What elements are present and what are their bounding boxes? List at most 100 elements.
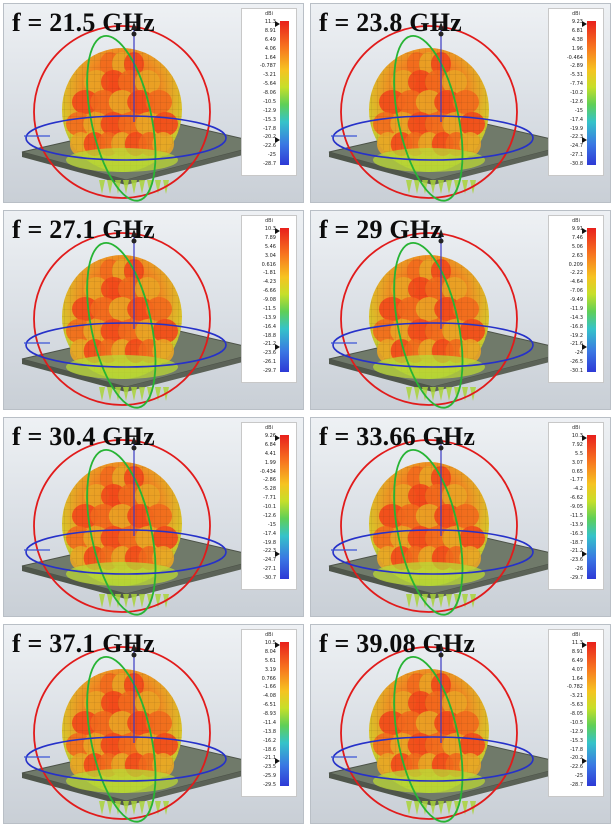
colorbar-tick-label: -12.9	[263, 107, 276, 114]
colorbar-tick-label: -20.2	[570, 755, 583, 762]
colorbar-tick-label: 4.06	[264, 45, 276, 52]
colorbar-tick-label: -24.7	[570, 143, 583, 150]
colorbar-tick-label: -10.1	[263, 504, 276, 510]
colorbar-marker-icon	[582, 642, 587, 648]
phi-rotation-circle	[33, 646, 211, 820]
colorbar-tick-label: -23.6	[570, 557, 583, 564]
colorbar-tick-label: -25.9	[263, 773, 276, 780]
colorbar-tick-label: 0.65	[571, 468, 583, 475]
theta-rotation-circle	[86, 241, 157, 409]
colorbar-tick-label: -20.2	[263, 134, 276, 141]
azimuth-circle	[332, 736, 534, 782]
colorbar-tick-label: -13.9	[263, 314, 276, 321]
colorbar-marker-icon	[275, 137, 280, 143]
gain-colorbar: dBi 10.3 7.92 5.5 3.07 0.65 -1.77 -4.2 -6.62 -9.0…	[548, 422, 604, 590]
colorbar-tick-label: -11.5	[570, 512, 583, 519]
colorbar-gradient	[280, 435, 289, 579]
colorbar-tick-label: -29.5	[263, 782, 276, 788]
colorbar-marker-icon	[275, 551, 280, 557]
gain-colorbar: dBi 9.23 6.81 4.38 1.96 -0.464 -2.89 -5.31 -7.74…	[548, 8, 604, 176]
colorbar-tick-label: -17.8	[570, 746, 583, 753]
colorbar-marker-icon	[275, 642, 280, 648]
colorbar-tick-label: -5.64	[263, 81, 276, 88]
colorbar-unit: dBi	[572, 425, 580, 431]
phi-rotation-circle	[340, 646, 518, 820]
colorbar-unit: dBi	[265, 425, 273, 431]
colorbar-tick-label: 3.19	[264, 666, 276, 673]
colorbar-tick-label: -2.89	[570, 63, 583, 70]
colorbar-tick-label: -9.05	[570, 504, 583, 510]
colorbar-tick-label: -21.1	[263, 755, 276, 762]
colorbar-gradient	[587, 21, 596, 165]
colorbar-tick-label: -19.9	[570, 125, 583, 132]
theta-rotation-circle	[393, 34, 464, 202]
phi-rotation-circle	[340, 232, 518, 406]
radiation-pattern-plot	[328, 229, 574, 409]
colorbar-tick-label: 6.84	[264, 441, 276, 448]
colorbar-tick-label: 1.96	[571, 45, 583, 52]
colorbar-gradient	[587, 228, 596, 372]
colorbar-tick-label: -14.3	[570, 314, 583, 321]
colorbar-tick-label: -21.6	[570, 341, 583, 348]
colorbar-tick-label: -4.08	[263, 693, 276, 700]
gain-colorbar: dBi 9.26 6.84 4.41 1.99 -0.434 -2.86 -5.28 -7.71…	[241, 422, 297, 590]
colorbar-marker-icon	[275, 344, 280, 350]
colorbar-tick-label: -29.7	[570, 575, 583, 581]
colorbar-tick-label: -16.2	[263, 737, 276, 744]
colorbar-tick-label: 4.07	[571, 666, 583, 673]
radiation-pattern-plot	[21, 22, 267, 202]
colorbar-tick-label: -8.05	[570, 711, 583, 717]
gain-colorbar: dBi 11.3 8.91 6.49 4.06 1.64 -0.787 -3.21 -5.64 -…	[241, 8, 297, 176]
pattern-panel: f = 33.66 GHz dBi 10.3 7.92 5.5 3.07 0.65 -1.77…	[310, 417, 611, 617]
colorbar-tick-label: -17.4	[263, 530, 276, 537]
pattern-panel: f = 27.1 GHz dBi 10.3 7.89 5.46 3.04 0.616 -1.8…	[3, 210, 304, 410]
colorbar-unit: dBi	[265, 11, 273, 17]
colorbar-tick-label: 0.766	[261, 675, 276, 682]
colorbar-unit: dBi	[265, 218, 273, 224]
colorbar-tick-label: 4.38	[571, 36, 583, 43]
colorbar-tick-label: -15	[267, 521, 276, 528]
phi-rotation-circle	[33, 232, 211, 406]
theta-rotation-circle	[393, 655, 464, 823]
colorbar-unit: dBi	[265, 632, 273, 638]
colorbar-tick-label: -22.6	[263, 143, 276, 150]
gain-colorbar: dBi 10.5 8.04 5.61 3.19 0.766 -1.66 -4.08 -6.51 -…	[241, 629, 297, 797]
colorbar-marker-icon	[275, 758, 280, 764]
colorbar-tick-label: -30.1	[570, 368, 583, 374]
colorbar-tick-label: 2.63	[571, 252, 583, 259]
colorbar-tick-label: -17.8	[263, 125, 276, 132]
colorbar-marker-icon	[582, 21, 587, 27]
frequency-label: f = 23.8 GHz	[319, 8, 462, 37]
colorbar-tick-label: -4.23	[263, 279, 276, 286]
colorbar-ticks: 11.3 8.91 6.49 4.07 1.64 -0.782 -3.21 -5.63 -8.0…	[550, 640, 583, 788]
colorbar-marker-icon	[582, 551, 587, 557]
colorbar-gradient	[587, 435, 596, 579]
colorbar-tick-label: -4.64	[570, 279, 583, 286]
colorbar-tick-label: -22.3	[570, 134, 583, 141]
colorbar-tick-label: -13.9	[570, 521, 583, 528]
colorbar-tick-label: -18.6	[263, 746, 276, 753]
colorbar-gradient	[280, 21, 289, 165]
colorbar-tick-label: -17.4	[570, 116, 583, 123]
colorbar-tick-label: -15.3	[570, 737, 583, 744]
colorbar-tick-label: -3.21	[263, 72, 276, 79]
colorbar-tick-label: -28.7	[570, 782, 583, 788]
colorbar-tick-label: 1.64	[571, 675, 583, 682]
colorbar-tick-label: -16.8	[570, 323, 583, 330]
colorbar-tick-label: -8.06	[263, 90, 276, 96]
pattern-grid: f = 21.5 GHz dBi 11.3 8.91 6.49 4.06 1.64 -0.78…	[3, 3, 611, 826]
colorbar-tick-label: -5.28	[263, 486, 276, 493]
theta-rotation-circle	[86, 655, 157, 823]
colorbar-tick-label: 10.5	[264, 640, 276, 646]
colorbar-tick-label: -0.782	[566, 684, 583, 691]
colorbar-tick-label: -27.1	[570, 152, 583, 159]
pattern-panel: f = 37.1 GHz dBi 10.5 8.04 5.61 3.19 0.766 -1.6…	[3, 624, 304, 824]
colorbar-tick-label: -2.22	[570, 270, 583, 277]
colorbar-tick-label: -22.6	[570, 764, 583, 771]
radiation-pattern-plot	[21, 436, 267, 616]
radiation-pattern-plot	[328, 436, 574, 616]
colorbar-marker-icon	[275, 435, 280, 441]
colorbar-tick-label: 10.3	[571, 433, 583, 439]
colorbar-tick-label: -11.5	[263, 305, 276, 312]
colorbar-tick-label: 3.07	[571, 459, 583, 466]
